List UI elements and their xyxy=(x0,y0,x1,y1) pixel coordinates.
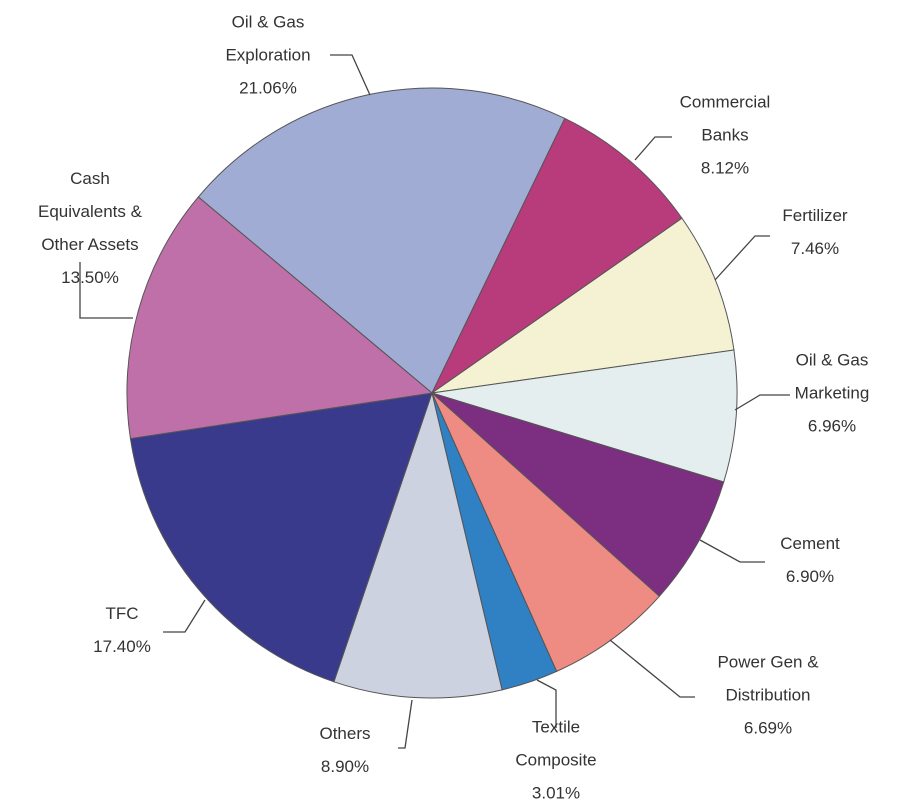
slice-label: Fertilizer 7.46% xyxy=(782,199,847,265)
leader-line xyxy=(734,394,790,411)
slice xyxy=(431,349,738,483)
category-label: Textile Composite xyxy=(515,717,597,770)
pie xyxy=(126,87,738,699)
leader-line xyxy=(330,54,371,96)
leader-line xyxy=(163,599,206,633)
slice-label: Commercial Banks 8.12% xyxy=(675,86,775,185)
value-label: 8.12% xyxy=(700,158,750,178)
slice xyxy=(126,196,434,440)
category-label: Oil & Gas Exploration xyxy=(225,12,311,65)
value-label: 21.06% xyxy=(239,78,297,98)
value-label: 3.01% xyxy=(531,783,581,803)
value-label: 17.40% xyxy=(93,637,151,656)
value-label: 6.69% xyxy=(743,718,793,738)
slice-label: Cash Equivalents & Other Assets 13.50% xyxy=(29,162,151,294)
leader-line xyxy=(79,262,133,319)
value-label: 6.96% xyxy=(807,416,857,436)
slice-label: Power Gen & Distribution 6.69% xyxy=(703,646,833,745)
leader-lines xyxy=(79,54,790,749)
slice xyxy=(333,391,503,699)
category-label: Commercial Banks xyxy=(679,92,771,145)
leader-line xyxy=(536,679,557,728)
slice-label: Oil & Gas Marketing 6.96% xyxy=(795,344,870,443)
slice-label: Textile Composite 3.01% xyxy=(506,711,606,810)
leader-line xyxy=(714,235,770,281)
category-label: Fertilizer xyxy=(782,206,848,225)
slice xyxy=(197,87,566,394)
slice xyxy=(431,392,725,597)
slice-label: Oil & Gas Exploration 21.06% xyxy=(213,6,323,105)
slice xyxy=(431,217,735,394)
slice xyxy=(129,392,433,683)
value-label: 6.90% xyxy=(785,567,835,586)
value-label: 8.90% xyxy=(320,757,370,776)
category-label: Oil & Gas Marketing xyxy=(794,350,870,403)
leader-line xyxy=(609,639,695,698)
category-label: Power Gen & Distribution xyxy=(717,652,819,705)
category-label: Cash Equivalents & Other Assets xyxy=(38,169,142,254)
leader-line xyxy=(634,136,672,161)
slice xyxy=(430,117,683,395)
category-label: TFC xyxy=(105,604,139,623)
slice-label: TFC 17.40% xyxy=(93,597,151,663)
value-label: 7.46% xyxy=(790,239,840,258)
leader-line xyxy=(699,539,765,563)
slice-label: Cement 6.90% xyxy=(780,527,840,593)
category-label: Cement xyxy=(780,534,840,553)
slice-label: Others 8.90% xyxy=(319,717,370,783)
value-label: 13.50% xyxy=(61,268,119,287)
leader-line xyxy=(398,699,413,749)
slice xyxy=(431,392,661,673)
category-label: Others xyxy=(319,724,371,743)
